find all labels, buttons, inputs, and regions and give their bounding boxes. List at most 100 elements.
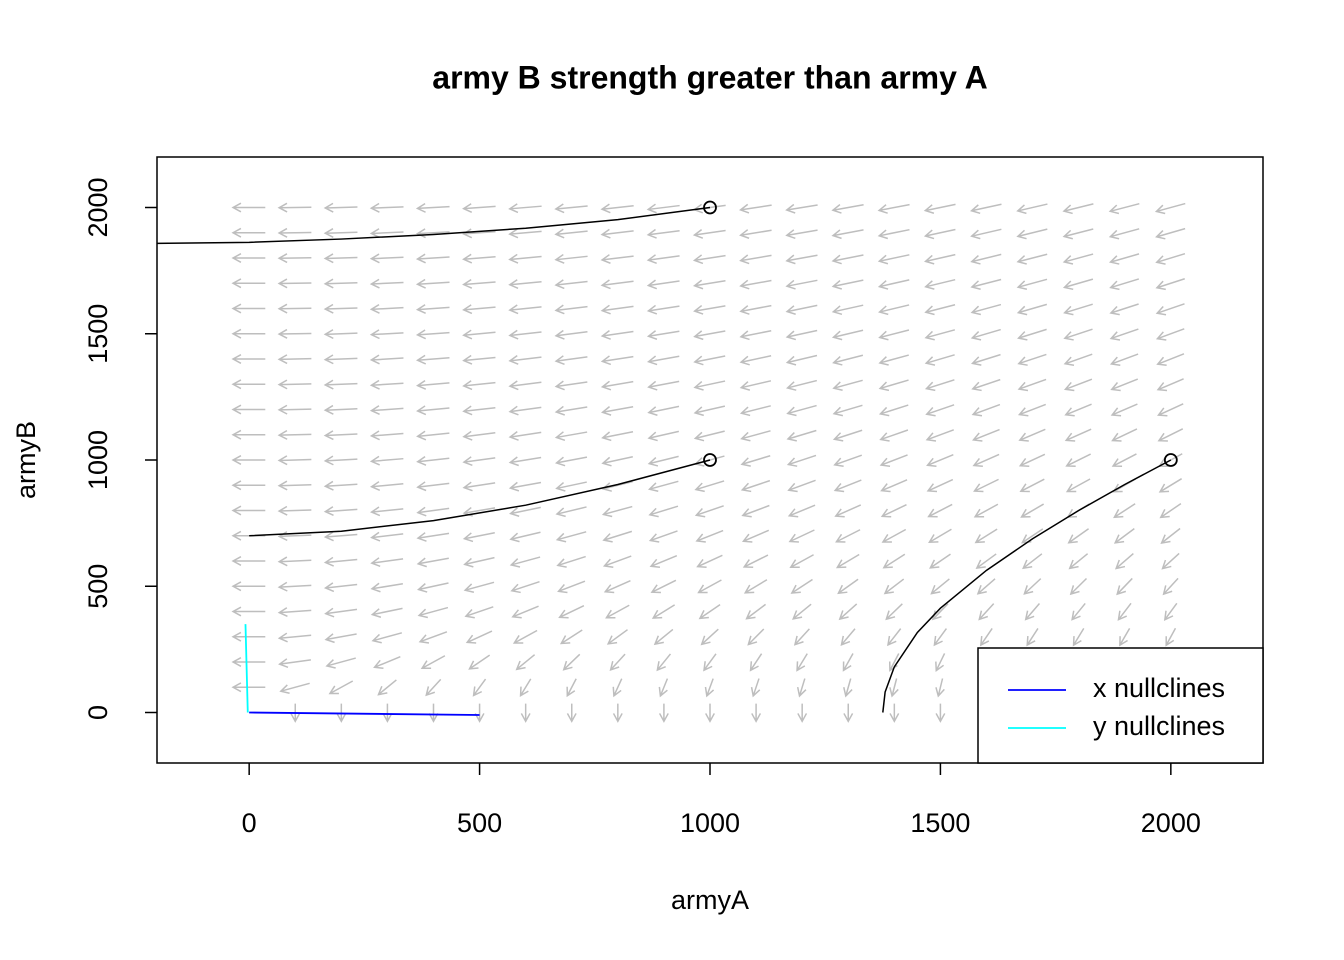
field-arrow: [416, 405, 450, 416]
field-arrow: [648, 505, 679, 518]
field-arrow: [324, 633, 357, 644]
field-arrow: [787, 479, 816, 493]
field-arrow: [418, 631, 448, 644]
field-arrow: [831, 279, 864, 290]
field-arrow: [750, 678, 761, 698]
field-arrow: [462, 430, 496, 441]
field-arrow: [600, 203, 634, 214]
field-arrow: [692, 229, 726, 239]
field-arrow: [739, 329, 772, 341]
field-arrow: [832, 404, 863, 417]
field-arrow: [1067, 528, 1090, 544]
field-arrow: [1110, 378, 1139, 392]
field-arrow: [370, 582, 403, 593]
field-arrow: [554, 279, 588, 290]
field-arrow: [231, 556, 266, 566]
field-arrow: [554, 253, 588, 264]
field-arrow: [600, 330, 634, 340]
field-arrow: [646, 228, 680, 239]
field-arrow: [1016, 228, 1048, 240]
field-arrow: [1026, 628, 1039, 647]
field-arrow: [878, 404, 909, 417]
field-arrow: [649, 555, 678, 569]
legend-label: x nullclines: [1093, 673, 1225, 703]
field-arrow: [415, 228, 450, 239]
field-arrow: [646, 254, 680, 265]
legend-label: y nullclines: [1093, 711, 1225, 741]
field-arrow: [370, 531, 404, 542]
field-arrow: [369, 202, 404, 213]
field-arrow: [562, 653, 581, 671]
field-arrow: [789, 554, 814, 569]
field-arrow: [1065, 478, 1091, 493]
field-arrow: [1017, 353, 1047, 366]
field-arrow: [373, 656, 401, 670]
field-arrow: [370, 506, 404, 517]
field-arrow: [1156, 353, 1185, 367]
field-arrow: [1017, 378, 1047, 392]
field-arrow: [740, 455, 771, 467]
field-arrow: [462, 456, 496, 467]
field-arrow: [877, 228, 910, 240]
field-arrow: [462, 354, 496, 365]
legend: x nullclines y nullclines: [977, 647, 1264, 764]
field-arrow: [647, 355, 680, 366]
field-arrow: [1162, 577, 1179, 596]
field-arrow: [277, 429, 312, 440]
field-arrow: [693, 304, 726, 315]
field-arrow: [786, 429, 817, 442]
field-arrow: [693, 330, 726, 341]
field-arrow: [838, 603, 858, 621]
field-arrow: [369, 253, 404, 264]
field-arrow: [369, 278, 404, 289]
field-arrow: [508, 329, 542, 340]
field-arrow: [879, 429, 909, 442]
field-arrow: [889, 678, 899, 698]
field-arrow: [972, 428, 1000, 442]
field-arrow: [519, 678, 532, 697]
field-arrow: [468, 654, 491, 670]
field-arrow: [979, 628, 993, 647]
field-arrow: [647, 455, 679, 467]
field-arrow: [416, 532, 450, 542]
field-arrow: [369, 455, 404, 466]
vector-field: [231, 202, 1186, 723]
field-arrow: [1109, 328, 1139, 341]
field-arrow: [743, 579, 768, 594]
field-arrow: [462, 329, 496, 340]
field-arrow: [883, 578, 905, 595]
field-arrow: [1109, 303, 1139, 316]
field-arrow: [415, 354, 450, 365]
field-arrow: [925, 404, 955, 417]
trajectory: [882, 459, 1172, 713]
field-arrow: [738, 203, 772, 214]
field-arrow: [277, 278, 312, 289]
trajectory: [249, 459, 711, 537]
field-arrow: [231, 606, 266, 617]
field-arrow: [323, 455, 358, 466]
field-arrow: [694, 480, 725, 493]
field-arrow: [929, 553, 951, 569]
field-arrow: [369, 379, 404, 390]
field-arrow: [603, 580, 631, 594]
field-arrow: [692, 279, 726, 290]
field-arrow: [464, 606, 494, 619]
field-arrow: [651, 604, 676, 619]
field-arrow: [840, 628, 856, 646]
field-arrow: [1158, 478, 1183, 493]
field-arrow: [1157, 428, 1184, 442]
field-arrow: [1023, 578, 1042, 595]
field-arrow: [739, 279, 772, 290]
field-arrow: [741, 504, 770, 518]
field-arrow: [415, 304, 450, 315]
field-arrow: [978, 603, 995, 621]
field-arrow: [231, 253, 266, 263]
field-arrow: [508, 431, 542, 441]
field-arrow: [462, 405, 496, 416]
field-arrow: [646, 279, 680, 290]
field-arrow: [369, 405, 404, 416]
field-arrow: [1159, 502, 1182, 519]
trajectory-start: [703, 453, 717, 467]
field-arrow: [740, 479, 771, 493]
